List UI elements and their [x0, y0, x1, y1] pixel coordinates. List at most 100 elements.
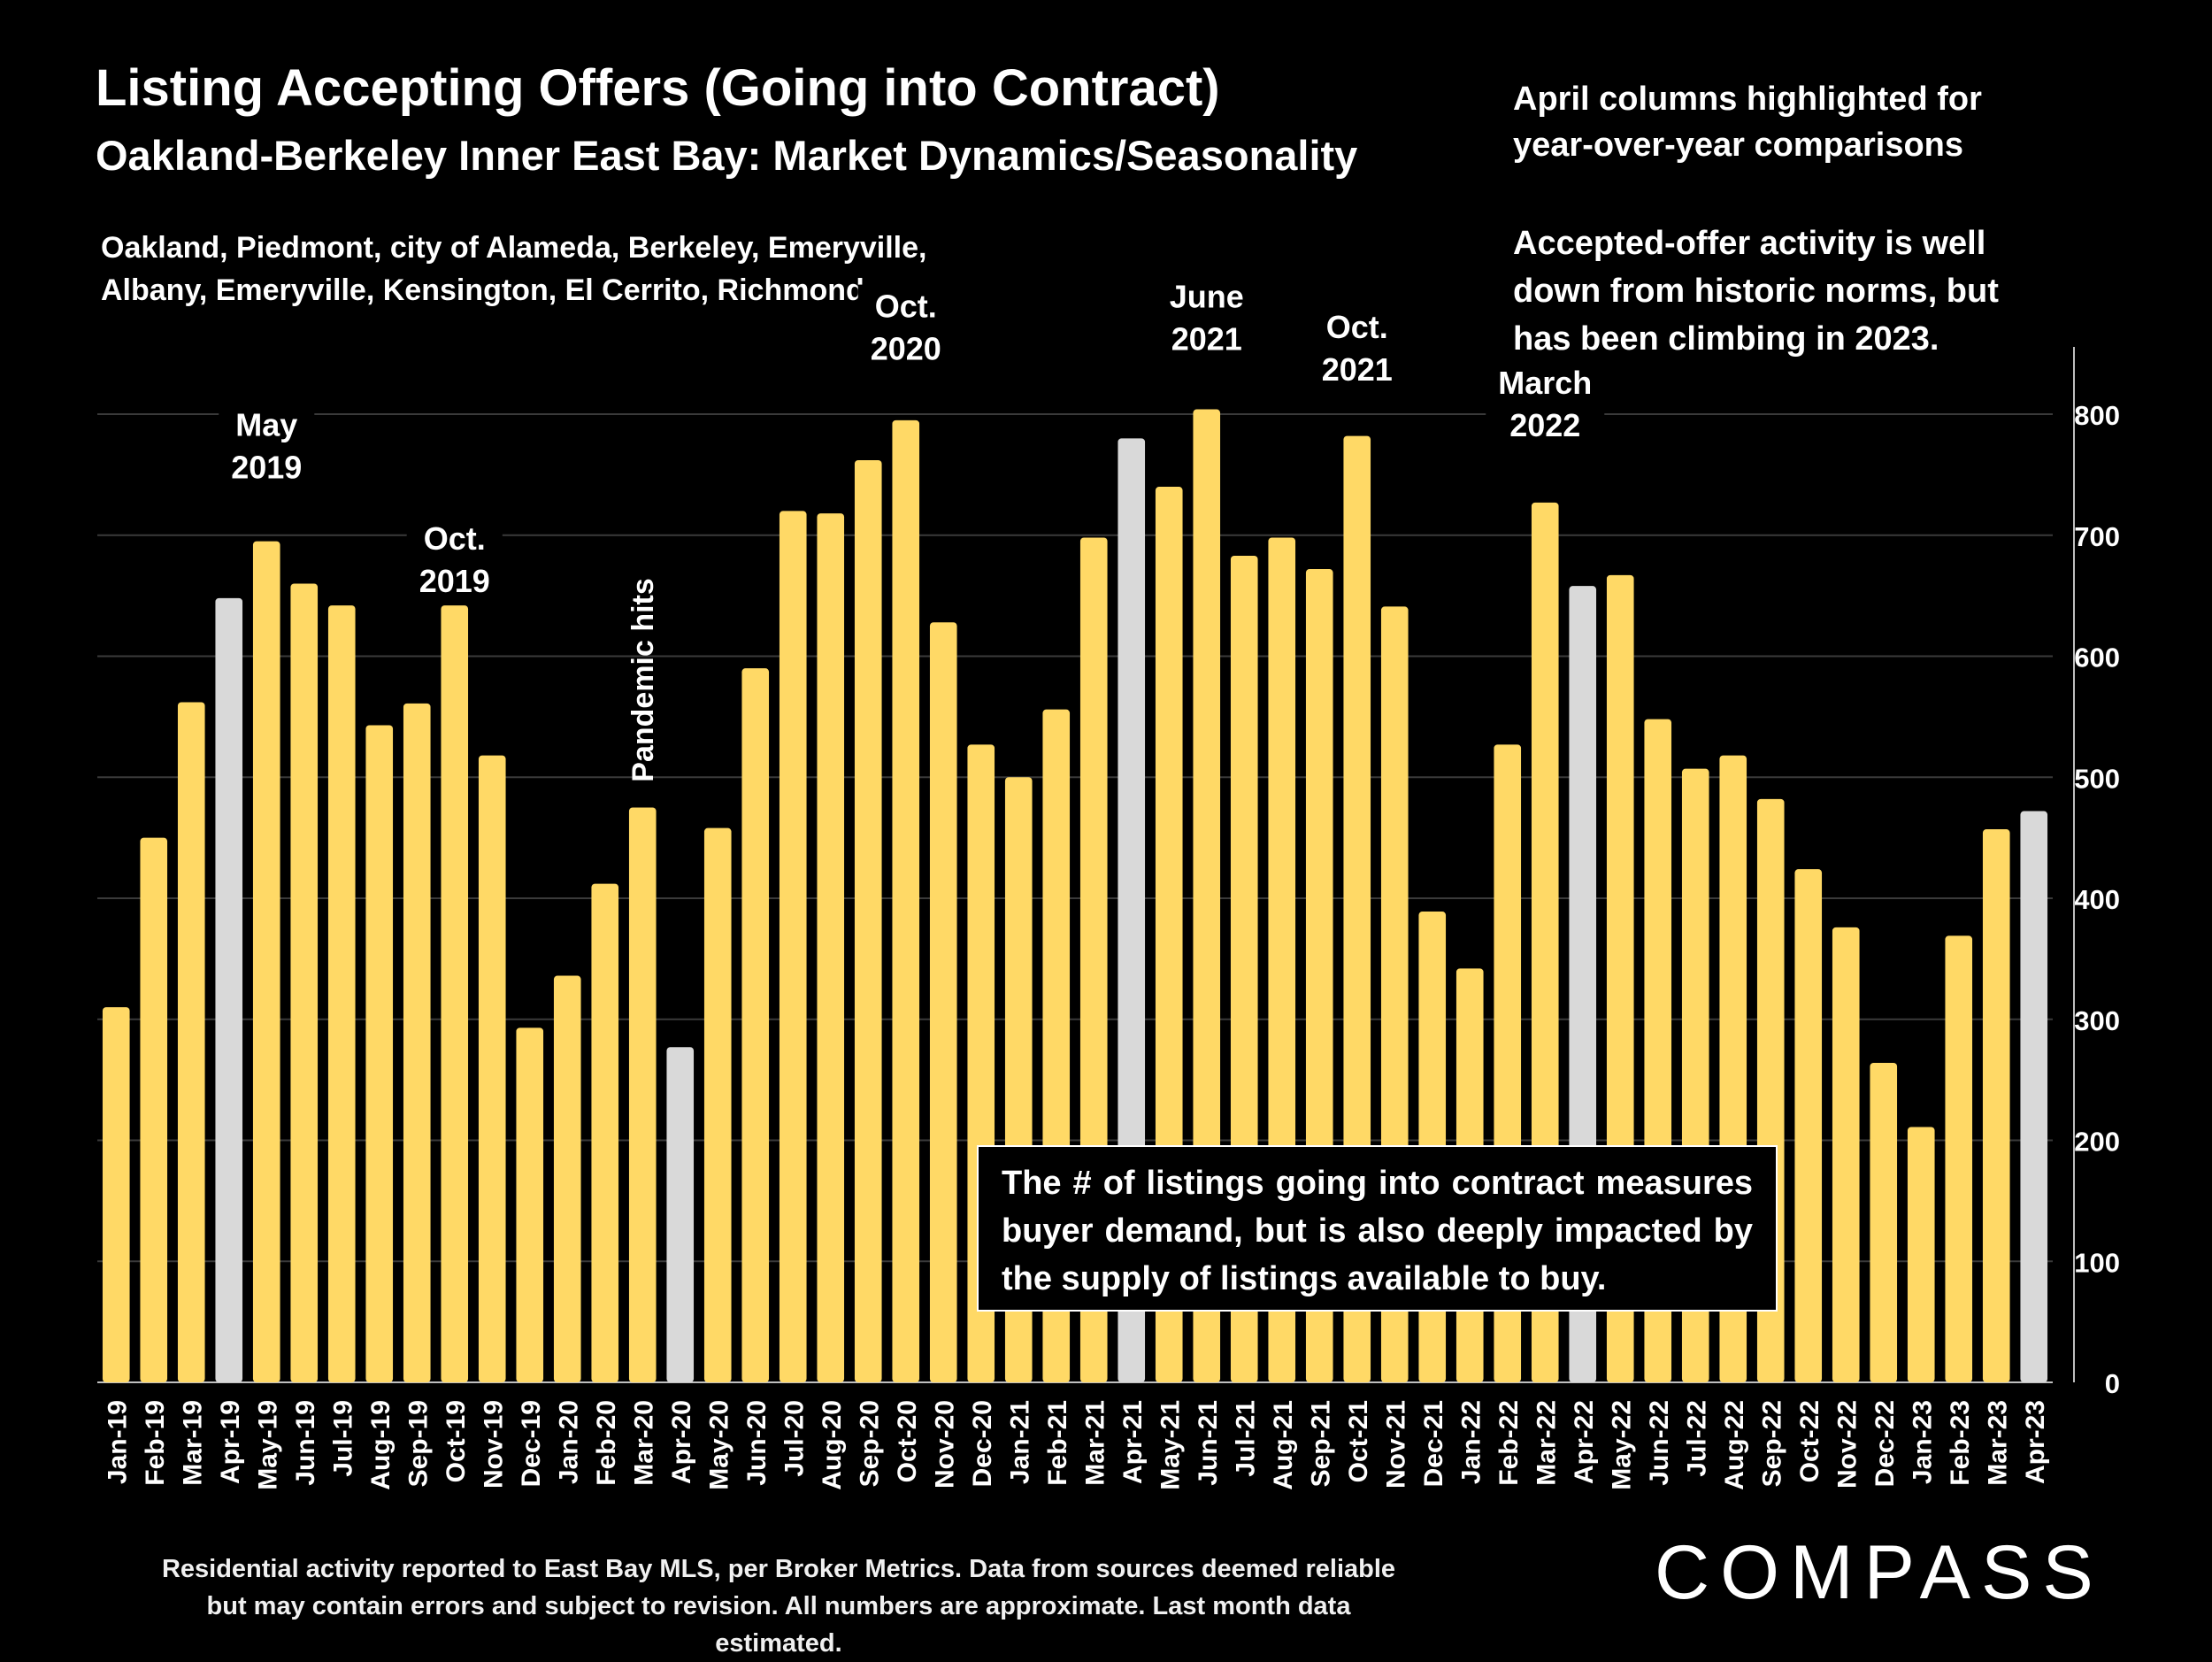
- y-tick-label: 200: [2074, 1127, 2120, 1158]
- bar-feb-20: [591, 883, 619, 1382]
- bar-feb-23: [1945, 935, 1973, 1382]
- x-tick-label: Apr-23: [2021, 1400, 2050, 1484]
- x-tick-label: Nov-22: [1832, 1400, 1862, 1489]
- annotation-background: [219, 403, 315, 489]
- x-tick-label: May-19: [253, 1400, 282, 1490]
- bar-dec-22: [1870, 1062, 1898, 1382]
- bar-dec-19: [516, 1027, 544, 1382]
- x-tick-label: Sep-19: [403, 1400, 433, 1487]
- bar-nov-22: [1832, 927, 1860, 1382]
- y-tick-label: 300: [2074, 1005, 2120, 1036]
- x-tick-label: May-22: [1607, 1400, 1636, 1490]
- x-tick-label: Aug-22: [1720, 1400, 1749, 1490]
- x-tick-label: Dec-21: [1419, 1400, 1448, 1487]
- annotation-label: Oct. 2019: [419, 520, 490, 599]
- x-tick-label: Aug-21: [1269, 1400, 1298, 1490]
- bar-oct-19: [441, 605, 469, 1382]
- bar-nov-20: [929, 622, 957, 1382]
- x-tick-label: Oct-19: [442, 1400, 471, 1482]
- x-tick-label: Apr-22: [1570, 1400, 1599, 1484]
- x-tick-label: Apr-20: [667, 1400, 696, 1484]
- x-tick-label: Feb-20: [592, 1400, 621, 1486]
- x-tick-label: Aug-20: [818, 1400, 847, 1490]
- bar-sep-20: [854, 459, 882, 1382]
- y-tick-label: 500: [2074, 763, 2120, 794]
- x-tick-label: Feb-22: [1494, 1400, 1524, 1486]
- bar-apr-20: [666, 1047, 695, 1382]
- y-tick-label: 800: [2074, 400, 2120, 431]
- x-tick-label: Mar-21: [1080, 1400, 1110, 1486]
- x-tick-label: Mar-23: [1983, 1400, 2012, 1486]
- annotation-label: Oct. 2020: [871, 289, 941, 367]
- x-tick-label: Apr-19: [216, 1400, 245, 1484]
- bar-feb-19: [140, 837, 168, 1382]
- chart-subtitle: Oakland-Berkeley Inner East Bay: Market …: [96, 132, 1358, 179]
- bar-jun-21: [1193, 409, 1221, 1382]
- bar-jul-19: [327, 605, 356, 1382]
- x-tick-label: Jul-21: [1231, 1400, 1260, 1477]
- x-tick-label: Apr-21: [1118, 1400, 1148, 1484]
- y-tick-label: 400: [2074, 884, 2120, 915]
- x-tick-label: Jan-22: [1456, 1400, 1486, 1484]
- bar-may-20: [703, 827, 732, 1382]
- cities-note: Oakland, Piedmont, city of Alameda, Berk…: [101, 231, 927, 307]
- compass-logo: COMPASS: [1655, 1530, 2104, 1615]
- bar-mar-23: [1982, 829, 2010, 1382]
- annotation-label: March 2022: [1498, 365, 1592, 443]
- x-tick-label: May-20: [704, 1400, 733, 1490]
- x-tick-label: May-21: [1156, 1400, 1185, 1490]
- x-tick-label: Jul-22: [1682, 1400, 1711, 1477]
- x-tick-label: Nov-19: [479, 1400, 508, 1489]
- bar-oct-22: [1794, 869, 1823, 1382]
- annotation-label: May 2019: [231, 407, 302, 486]
- x-tick-label: Nov-21: [1381, 1400, 1410, 1489]
- annotation-background: [1156, 274, 1256, 361]
- y-tick-label: 700: [2074, 521, 2120, 552]
- annotation-label: Oct. 2021: [1322, 309, 1393, 388]
- x-tick-label: Sep-22: [1757, 1400, 1786, 1487]
- bar-jun-19: [290, 583, 319, 1382]
- bar-sep-19: [403, 703, 431, 1382]
- bar-apr-19: [215, 597, 243, 1382]
- x-tick-label: Jan-21: [1005, 1400, 1034, 1484]
- x-tick-label: Mar-19: [178, 1400, 207, 1486]
- x-tick-label: Mar-22: [1532, 1400, 1561, 1486]
- bar-mar-19: [177, 702, 205, 1382]
- bar-aug-19: [365, 725, 394, 1382]
- bar-jan-19: [102, 1007, 130, 1382]
- x-tick-label: Dec-19: [517, 1400, 546, 1487]
- y-tick-label: 100: [2074, 1247, 2120, 1278]
- x-tick-label: Nov-20: [930, 1400, 959, 1489]
- bar-mar-20: [628, 807, 657, 1382]
- trend-note: Accepted-offer activity is well down fro…: [1513, 225, 1999, 358]
- chart-title: Listing Accepting Offers (Going into Con…: [96, 59, 1220, 117]
- x-tick-label: Dec-20: [968, 1400, 997, 1487]
- x-tick-label: Jan-19: [103, 1400, 132, 1484]
- annotation-background: [1309, 304, 1405, 391]
- bar-oct-20: [892, 419, 920, 1382]
- x-tick-label: Feb-23: [1946, 1400, 1975, 1486]
- x-tick-label: Oct-20: [893, 1400, 922, 1482]
- callout-box: The # of listings going into contract me…: [977, 1145, 1778, 1312]
- y-tick-label: 0: [2105, 1368, 2120, 1399]
- bar-nov-19: [478, 755, 506, 1382]
- bar-jan-20: [553, 975, 581, 1382]
- x-tick-label: Dec-22: [1870, 1400, 1900, 1487]
- x-tick-label: Sep-20: [855, 1400, 884, 1487]
- april-highlight-note: April columns highlighted for year-over-…: [1513, 81, 1982, 164]
- x-tick-label: Oct-22: [1795, 1400, 1824, 1482]
- bar-apr-23: [2020, 811, 2048, 1382]
- x-tick-label: Sep-21: [1306, 1400, 1335, 1487]
- x-tick-label: Jan-23: [1908, 1400, 1937, 1484]
- annotation-label: Pandemic hits: [626, 578, 660, 782]
- annotation-label: June 2021: [1170, 279, 1244, 358]
- x-tick-label: Feb-19: [141, 1400, 170, 1486]
- x-tick-label: Mar-20: [629, 1400, 658, 1486]
- annotation-background: [1486, 360, 1605, 447]
- x-tick-label: Oct-21: [1344, 1400, 1373, 1482]
- x-tick-label: Jan-20: [554, 1400, 583, 1484]
- x-tick-label: Aug-19: [366, 1400, 396, 1490]
- x-tick-label: Jul-20: [780, 1400, 809, 1477]
- x-tick-label: Jul-19: [328, 1400, 357, 1477]
- x-tick-label: Feb-21: [1043, 1400, 1072, 1486]
